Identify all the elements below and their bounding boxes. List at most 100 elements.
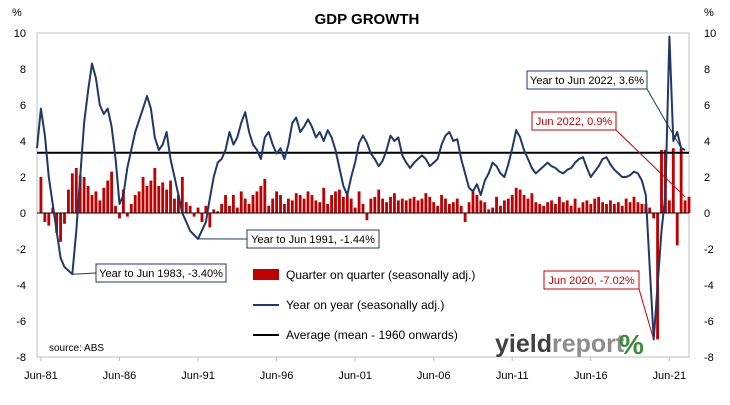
left-tick-label: 4 <box>20 136 26 148</box>
quarter-bar <box>668 200 671 213</box>
quarter-bar <box>106 181 109 213</box>
quarter-bar <box>629 202 632 213</box>
quarter-bar <box>114 206 117 213</box>
quarter-bar <box>95 191 98 213</box>
quarter-bar <box>605 204 608 213</box>
quarter-bar <box>609 200 612 213</box>
quarter-bar <box>232 195 235 213</box>
quarter-bar <box>303 199 306 213</box>
quarter-bar <box>527 199 530 213</box>
quarter-bar <box>287 199 290 213</box>
x-tick-label: Jun-11 <box>496 370 529 382</box>
quarter-bar <box>409 199 412 213</box>
x-tick-label: Jun-01 <box>338 370 372 382</box>
quarter-bar <box>271 199 274 213</box>
quarter-bar <box>366 213 369 220</box>
quarter-bar <box>633 197 636 213</box>
quarter-bar <box>479 200 482 213</box>
quarter-bar <box>169 181 172 213</box>
quarter-bar <box>146 186 149 213</box>
quarter-bar <box>59 213 62 242</box>
quarter-bar <box>83 177 86 213</box>
quarter-bar <box>613 204 616 213</box>
quarter-bar <box>436 206 439 213</box>
quarter-bar <box>601 202 604 213</box>
quarter-bar <box>550 200 553 213</box>
quarter-bar <box>562 202 565 213</box>
logo-word-report: report <box>552 330 625 358</box>
right-tick-label: 8 <box>704 64 710 76</box>
left-unit-label: % <box>12 7 22 19</box>
annotation-label: Jun 2022, 0.9% <box>536 116 613 128</box>
quarter-bar <box>197 208 200 213</box>
quarter-bar <box>523 195 526 213</box>
quarter-bar <box>519 190 522 213</box>
quarter-bar <box>487 209 490 213</box>
right-tick-label: 0 <box>704 208 710 220</box>
annotation-label: Year to Jun 1991, -1.44% <box>251 234 375 246</box>
quarter-bar <box>283 204 286 213</box>
quarter-bar <box>377 190 380 213</box>
x-tick-label: Jun-81 <box>24 370 58 382</box>
quarter-bar <box>542 206 545 213</box>
quarter-bar <box>149 181 152 213</box>
quarter-bar <box>578 208 581 213</box>
quarter-bar <box>428 197 431 213</box>
quarter-bar <box>424 193 427 213</box>
annotation-label: Jun 2020, -7.02% <box>548 275 634 287</box>
legend-swatch-quarter <box>253 269 279 280</box>
quarter-bar <box>134 195 137 213</box>
quarter-bar <box>334 191 337 213</box>
quarter-bar <box>452 202 455 213</box>
quarter-bar <box>220 204 223 213</box>
quarter-bar <box>621 206 624 213</box>
left-tick-label: -4 <box>16 280 26 292</box>
quarter-bar <box>338 190 341 213</box>
quarter-bar <box>405 200 408 213</box>
quarter-bar <box>468 202 471 213</box>
quarter-bar <box>47 213 50 226</box>
quarter-bar <box>589 204 592 213</box>
quarter-bar <box>252 195 255 213</box>
quarter-bar <box>248 204 251 213</box>
quarter-bar <box>362 204 365 213</box>
quarter-bar <box>330 195 333 213</box>
quarter-bar <box>153 168 156 213</box>
quarter-bar <box>267 206 270 213</box>
right-tick-label: -8 <box>704 352 714 364</box>
quarter-bar <box>397 200 400 213</box>
quarter-bar <box>515 188 518 213</box>
quarter-bar <box>385 202 388 213</box>
quarter-bar <box>472 191 475 213</box>
quarter-bar <box>530 193 533 213</box>
quarter-bar <box>534 202 537 213</box>
quarter-bar <box>299 195 302 213</box>
quarter-bar <box>369 199 372 213</box>
quarter-bar <box>593 199 596 213</box>
quarter-bar <box>464 213 467 222</box>
quarter-bar <box>126 213 129 217</box>
quarter-bar <box>444 199 447 213</box>
x-tick-label: Jun-06 <box>417 370 451 382</box>
quarter-bar <box>554 204 557 213</box>
quarter-bar <box>228 206 231 213</box>
quarter-bar <box>63 213 66 224</box>
quarter-bar <box>417 200 420 213</box>
yieldreport-logo: yieldreport % <box>495 329 644 360</box>
quarter-bar <box>201 213 204 222</box>
quarter-bar <box>118 213 121 218</box>
x-tick-label: Jun-21 <box>653 370 687 382</box>
right-unit-label: % <box>704 7 714 19</box>
quarter-bar <box>358 191 361 213</box>
quarter-bar <box>570 206 573 213</box>
quarter-bar <box>236 208 239 213</box>
quarter-bar <box>173 199 176 213</box>
quarter-bar <box>279 195 282 213</box>
quarter-bar <box>511 195 514 213</box>
quarter-bar <box>460 206 463 213</box>
x-tick-label: Jun-86 <box>103 370 137 382</box>
quarter-bar <box>491 208 494 213</box>
quarter-bar <box>212 209 215 213</box>
